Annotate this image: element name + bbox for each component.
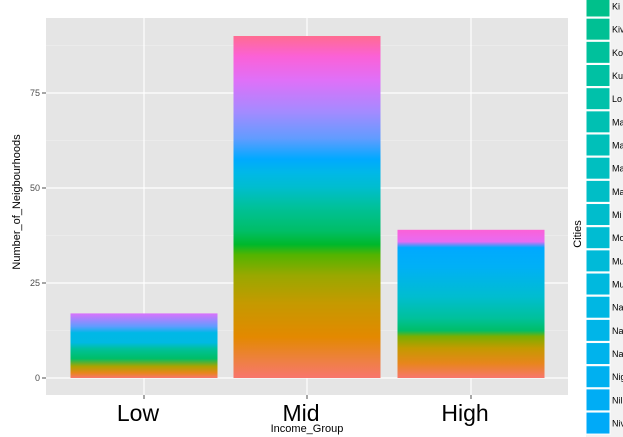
legend-label: Mu: [612, 256, 623, 266]
bar-high: [397, 229, 545, 378]
legend-label: Na: [612, 349, 623, 359]
legend-label: Na: [612, 303, 623, 313]
legend-label: Ma: [612, 117, 623, 127]
legend-key: [585, 318, 611, 342]
legend-key: [585, 87, 611, 111]
legend-key: [585, 226, 611, 250]
legend-key: [585, 365, 611, 389]
legend-label: Nig: [612, 372, 623, 382]
legend-label: Lo: [612, 94, 622, 104]
legend-label: Na: [612, 326, 623, 336]
legend-label: Mu: [612, 280, 623, 290]
x-tick-label: Mid: [282, 400, 319, 426]
legend-key: [585, 342, 611, 366]
bar-mid: [233, 36, 381, 378]
legend-label: Ki: [612, 2, 620, 12]
x-tick-label: Low: [117, 400, 160, 426]
y-tick-label: 50: [30, 183, 40, 193]
legend-key: [585, 179, 611, 203]
bars: [70, 36, 545, 378]
y-axis-ticks: 0 25 50 75: [30, 88, 46, 383]
legend-key: [585, 411, 611, 435]
legend-key: [585, 203, 611, 227]
legend: Ki Kiv Ko Ku Lo Ma Ma Ma Ma Mi Mo Mu Mu Na Na Na Nig Nil N…: [585, 0, 623, 435]
legend-key: [585, 295, 611, 319]
y-tick-label: 75: [30, 88, 40, 98]
legend-key: [585, 272, 611, 296]
legend-key: [585, 17, 611, 41]
legend-key: [585, 249, 611, 273]
y-tick-label: 25: [30, 278, 40, 288]
x-axis-title: Income_Group: [271, 423, 344, 435]
legend-label: Ma: [612, 187, 623, 197]
legend-key: [585, 388, 611, 412]
y-axis-title: Number_of_Neigbourhoods: [11, 134, 23, 270]
bar-low: [70, 313, 218, 378]
legend-label: Ko: [612, 48, 623, 58]
legend-title: Cities: [572, 220, 584, 248]
legend-key: [585, 0, 611, 18]
legend-key: [585, 133, 611, 157]
legend-key: [585, 40, 611, 64]
legend-label: Mi: [612, 210, 622, 220]
legend-label: Nil: [612, 395, 623, 405]
y-tick-label: 0: [35, 373, 40, 383]
legend-label: Mo: [612, 233, 623, 243]
legend-label: Ma: [612, 141, 623, 151]
legend-key: [585, 156, 611, 180]
legend-key: [585, 64, 611, 88]
legend-key: [585, 110, 611, 134]
x-axis-ticks: Low Mid High: [117, 395, 489, 426]
legend-label: Ma: [612, 164, 623, 174]
legend-label: Kiv: [612, 25, 623, 35]
legend-label: Ku: [612, 71, 623, 81]
x-tick-label: High: [441, 400, 488, 426]
legend-label: Niv: [612, 419, 623, 429]
